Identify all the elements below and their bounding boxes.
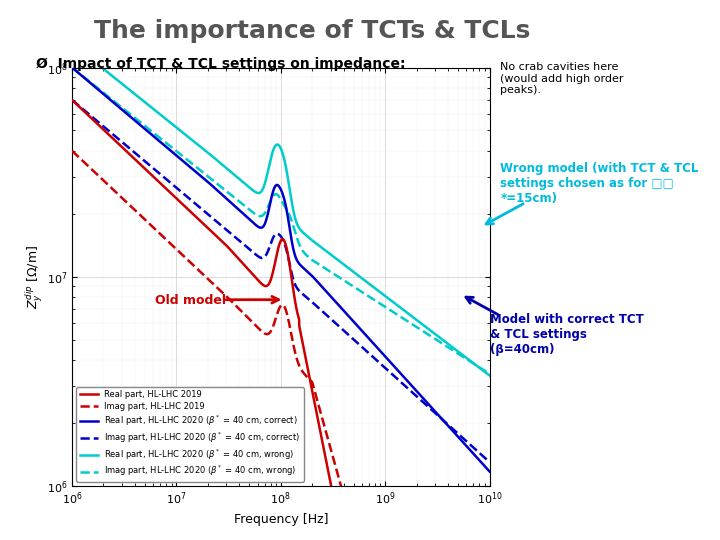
Text: N. MOUNET ET AL – UPDATE HL-LHC IMPEDANCE – WP2 21/04/2020: N. MOUNET ET AL – UPDATE HL-LHC IMPEDANC…: [11, 517, 301, 526]
Text: 7: 7: [700, 514, 709, 529]
X-axis label: Frequency [Hz]: Frequency [Hz]: [233, 513, 328, 526]
Legend: Real part, HL-LHC 2019, Imag part, HL-LHC 2019, Real part, HL-LHC 2020 ($\beta^*: Real part, HL-LHC 2019, Imag part, HL-LH…: [76, 387, 304, 482]
Y-axis label: $Z_y^{dip}$ [Ω/m]: $Z_y^{dip}$ [Ω/m]: [24, 245, 45, 309]
Text: The importance of TCTs & TCLs: The importance of TCTs & TCLs: [94, 19, 530, 43]
Text: No crab cavities here
(would add high order
peaks).: No crab cavities here (would add high or…: [500, 62, 624, 95]
Text: Wrong model (with TCT & TCL
settings chosen as for □□
*=15cm): Wrong model (with TCT & TCL settings cho…: [500, 162, 699, 205]
Text: Ø  Impact of TCT & TCL settings on impedance:: Ø Impact of TCT & TCL settings on impeda…: [36, 57, 405, 71]
Text: Old model: Old model: [155, 294, 226, 307]
Text: Model with correct TCT
& TCL settings
(β=40cm): Model with correct TCT & TCL settings (β…: [490, 313, 644, 356]
